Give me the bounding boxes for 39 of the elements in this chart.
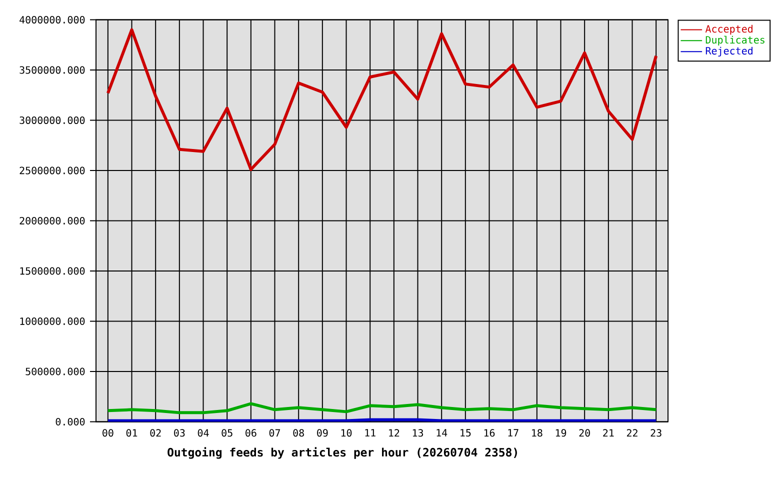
y-tick-label: 2500000.000: [20, 166, 85, 174]
legend-label: Duplicates: [706, 36, 764, 46]
x-tick-label: 09: [317, 429, 328, 437]
y-tick-label: 1000000.000: [20, 317, 85, 326]
x-tick-label: 14: [436, 429, 448, 436]
y-tick-label: 500000.000: [26, 368, 85, 376]
y-tick-label: 1500000.000: [20, 267, 85, 275]
x-tick-label: 07: [269, 429, 280, 437]
x-tick-label: 10: [341, 429, 352, 437]
y-tick-label: 0.000: [56, 418, 85, 426]
legend-label: Rejected: [706, 46, 752, 56]
x-tick-label: 15: [460, 429, 471, 437]
x-tick-label: 18: [532, 429, 542, 437]
x-tick-label: 22: [626, 429, 638, 437]
line-series: [106, 402, 658, 414]
x-tick-label: 06: [246, 429, 256, 437]
legend-label: Accepted: [705, 24, 752, 35]
x-tick-label: 23: [650, 429, 662, 437]
x-axis-title: Outgoing feeds by articles per hour (20260704 2358): [168, 447, 517, 459]
x-tick-label: 05: [222, 429, 232, 437]
x-tick-label: 03: [174, 429, 185, 437]
x-tick-label: 13: [412, 429, 424, 437]
x-tick-label: 12: [389, 429, 400, 437]
x-tick-label: 02: [150, 429, 161, 437]
x-tick-label: 19: [556, 429, 566, 437]
x-tick-label: 04: [198, 429, 209, 437]
y-tick-label: 3500000.000: [20, 66, 85, 74]
y-tick-label: 2000000.000: [20, 216, 85, 225]
x-tick-label: 01: [126, 429, 138, 437]
x-tick-label: 08: [293, 429, 304, 437]
x-tick-label: 00: [102, 429, 114, 437]
x-tick-label: 16: [484, 429, 495, 437]
x-tick-label: 11: [365, 429, 376, 436]
y-tick-label: 4000000.000: [20, 16, 85, 24]
y-tick-label: 3000000.000: [20, 116, 85, 124]
x-tick-label: 17: [508, 429, 518, 436]
line-series: [106, 28, 658, 171]
x-tick-label: 20: [579, 429, 590, 437]
x-tick-label: 21: [603, 429, 614, 437]
